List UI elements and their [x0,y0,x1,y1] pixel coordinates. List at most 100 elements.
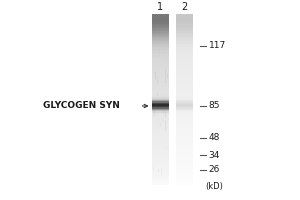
Bar [152,34,169,36]
Bar [176,126,193,127]
Bar [152,183,169,185]
Bar [152,161,169,163]
Bar [176,50,193,51]
Bar [152,83,169,84]
Bar [160,123,161,127]
Bar [176,91,193,93]
Bar [152,113,169,114]
Bar [163,115,164,123]
Bar [176,94,193,96]
Bar [176,73,193,74]
Bar [176,48,193,50]
Bar [152,153,169,154]
Bar [176,25,193,27]
Bar [158,169,159,172]
Bar [157,77,158,84]
Bar [152,14,169,15]
Bar [163,94,164,100]
Bar [176,101,193,103]
Bar [176,61,193,63]
Bar [176,41,193,43]
Bar [152,94,169,96]
Bar [152,41,169,43]
Bar [152,179,169,180]
Bar [176,60,193,61]
Bar [176,153,193,154]
Bar [176,106,193,107]
Bar [152,103,169,104]
Bar [176,85,193,87]
Text: 85: 85 [208,102,220,110]
Bar [152,100,169,101]
Bar [152,22,169,24]
Bar [152,37,169,38]
Bar [152,84,169,86]
Bar [152,91,169,93]
Bar [152,163,169,164]
Bar [152,30,169,31]
Bar [152,108,169,110]
Bar [176,47,193,48]
Bar [152,87,169,89]
Bar [152,28,169,30]
Bar [152,25,169,27]
Bar [152,95,169,97]
Bar [152,52,169,54]
Bar [152,97,169,99]
Bar [176,77,193,78]
Bar [152,150,169,152]
Bar [166,56,167,61]
Bar [176,55,193,57]
Bar [176,160,193,162]
Text: 117: 117 [208,42,226,50]
Bar [152,44,169,46]
Bar [176,104,193,106]
Bar [176,146,193,147]
Bar [152,118,169,120]
Bar [176,35,193,37]
Bar [176,110,193,111]
Bar [152,137,169,139]
Text: 26: 26 [208,166,220,174]
Bar [152,21,169,23]
Bar [154,109,155,112]
Bar [166,147,167,150]
Bar [152,27,169,28]
Bar [152,174,169,176]
Bar [152,73,169,74]
Bar [152,77,169,78]
Bar [152,31,169,33]
Bar [152,147,169,149]
Bar [176,57,193,58]
Bar [176,144,193,146]
Bar [176,154,193,156]
Bar [152,20,169,21]
Bar [161,168,162,176]
Bar [176,166,193,167]
Bar [152,164,169,166]
Bar [176,170,193,172]
Bar [152,40,169,41]
Bar [176,150,193,152]
Bar [154,27,155,35]
Bar [176,179,193,180]
Bar [152,143,169,144]
Bar [152,166,169,167]
Bar [176,143,193,144]
Bar [152,124,169,126]
Bar [152,182,169,183]
Bar [176,15,193,17]
Bar [152,104,169,106]
Bar [152,114,169,116]
Bar [176,123,193,124]
Bar [152,151,169,153]
Bar [176,81,193,83]
Bar [176,97,193,99]
Bar [152,42,169,44]
Bar [152,47,169,48]
Bar [152,64,169,66]
Bar [152,58,169,60]
Bar [152,35,169,37]
Bar [165,69,166,75]
Bar [176,149,193,150]
